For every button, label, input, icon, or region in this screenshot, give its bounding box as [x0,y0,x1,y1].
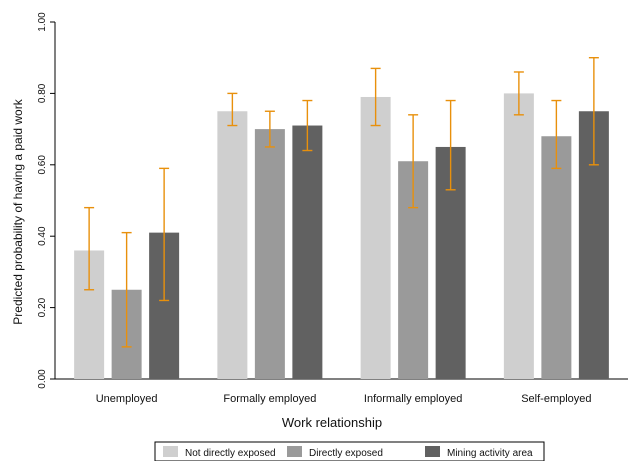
plot-area: 0.00 0.20 0.40 0.60 0.80 1.00 Unemployed Forma… [37,12,628,405]
legend-swatch [287,446,302,457]
legend-swatch [163,446,178,457]
bar [360,96,391,379]
bar [541,136,572,379]
y-tick-label: 0.80 [37,83,48,103]
y-tick-label: 0.60 [37,155,48,175]
legend-label: Not directly exposed [185,448,276,459]
y-tick-label: 1.00 [37,12,48,32]
error-bars [84,57,599,348]
x-tick-label: Informally employed [364,393,462,405]
x-tick-label: Self-employed [521,393,591,405]
bars [74,93,609,380]
x-tick-label: Formally employed [223,393,316,405]
y-tick-label: 0.40 [37,226,48,246]
bar [503,93,534,380]
bar [217,111,248,379]
y-axis-ticks: 0.00 0.20 0.40 0.60 0.80 1.00 [37,12,55,389]
legend-items: Not directly exposed Directly exposed Mini… [163,446,533,459]
y-axis-title: Predicted probability of having a paid w… [11,98,25,324]
x-axis-tick-labels: Unemployed Formally employed Informally em… [96,393,592,405]
legend-label: Directly exposed [309,448,383,459]
x-tick-label: Unemployed [96,393,158,405]
legend-swatch [425,446,440,457]
legend: Not directly exposed Directly exposed Mini… [154,441,545,461]
y-tick-label: 0.20 [37,297,48,317]
x-axis-title: Work relationship [282,415,382,430]
y-tick-label: 0.00 [37,369,48,389]
bar [254,129,285,379]
legend-label: Mining activity area [447,448,533,459]
bar [292,125,323,379]
legend-box [154,441,545,461]
